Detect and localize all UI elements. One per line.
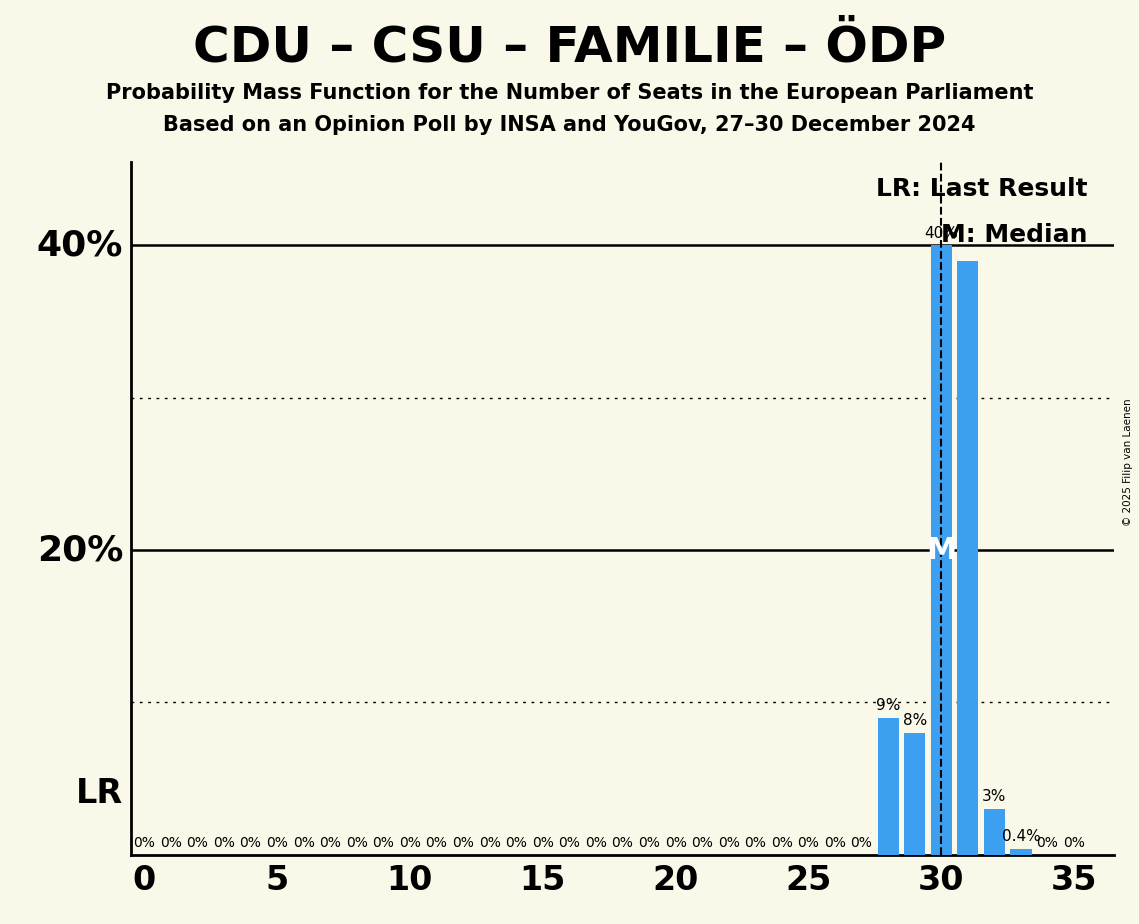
Text: Based on an Opinion Poll by INSA and YouGov, 27–30 December 2024: Based on an Opinion Poll by INSA and You… — [163, 115, 976, 135]
Text: 0%: 0% — [159, 836, 182, 850]
Text: 0.4%: 0.4% — [1001, 829, 1040, 844]
Text: LR: Last Result: LR: Last Result — [876, 176, 1088, 201]
Text: 0%: 0% — [851, 836, 872, 850]
Text: 20%: 20% — [36, 533, 123, 567]
Text: 0%: 0% — [797, 836, 819, 850]
Text: CDU – CSU – FAMILIE – ÖDP: CDU – CSU – FAMILIE – ÖDP — [192, 23, 947, 71]
Text: 0%: 0% — [187, 836, 208, 850]
Text: 0%: 0% — [823, 836, 846, 850]
Text: 0%: 0% — [399, 836, 421, 850]
Text: Probability Mass Function for the Number of Seats in the European Parliament: Probability Mass Function for the Number… — [106, 83, 1033, 103]
Bar — [1010, 848, 1032, 855]
Bar — [931, 246, 952, 855]
Text: 0%: 0% — [426, 836, 448, 850]
Bar — [877, 718, 899, 855]
Text: 0%: 0% — [372, 836, 394, 850]
Text: 0%: 0% — [213, 836, 235, 850]
Text: 0%: 0% — [532, 836, 554, 850]
Text: M: Median: M: Median — [941, 223, 1088, 247]
Bar — [904, 733, 925, 855]
Text: LR: LR — [76, 777, 123, 810]
Bar — [957, 261, 978, 855]
Text: 0%: 0% — [1036, 836, 1058, 850]
Bar — [984, 809, 1005, 855]
Text: 0%: 0% — [239, 836, 262, 850]
Text: 40%: 40% — [925, 225, 958, 241]
Text: 0%: 0% — [346, 836, 368, 850]
Text: 0%: 0% — [267, 836, 288, 850]
Text: 0%: 0% — [718, 836, 739, 850]
Text: 0%: 0% — [452, 836, 474, 850]
Text: 0%: 0% — [771, 836, 793, 850]
Text: 0%: 0% — [585, 836, 607, 850]
Text: 0%: 0% — [319, 836, 342, 850]
Text: 9%: 9% — [876, 698, 900, 713]
Text: 0%: 0% — [745, 836, 767, 850]
Text: 0%: 0% — [1063, 836, 1085, 850]
Text: 0%: 0% — [506, 836, 527, 850]
Text: 0%: 0% — [478, 836, 500, 850]
Text: © 2025 Filip van Laenen: © 2025 Filip van Laenen — [1123, 398, 1132, 526]
Text: 0%: 0% — [612, 836, 633, 850]
Text: 0%: 0% — [293, 836, 314, 850]
Text: 0%: 0% — [691, 836, 713, 850]
Text: 3%: 3% — [982, 789, 1007, 805]
Text: 0%: 0% — [638, 836, 659, 850]
Text: 0%: 0% — [665, 836, 687, 850]
Text: 8%: 8% — [902, 713, 927, 728]
Text: 0%: 0% — [133, 836, 155, 850]
Text: M: M — [926, 536, 957, 565]
Text: 40%: 40% — [36, 228, 123, 262]
Text: 0%: 0% — [558, 836, 580, 850]
